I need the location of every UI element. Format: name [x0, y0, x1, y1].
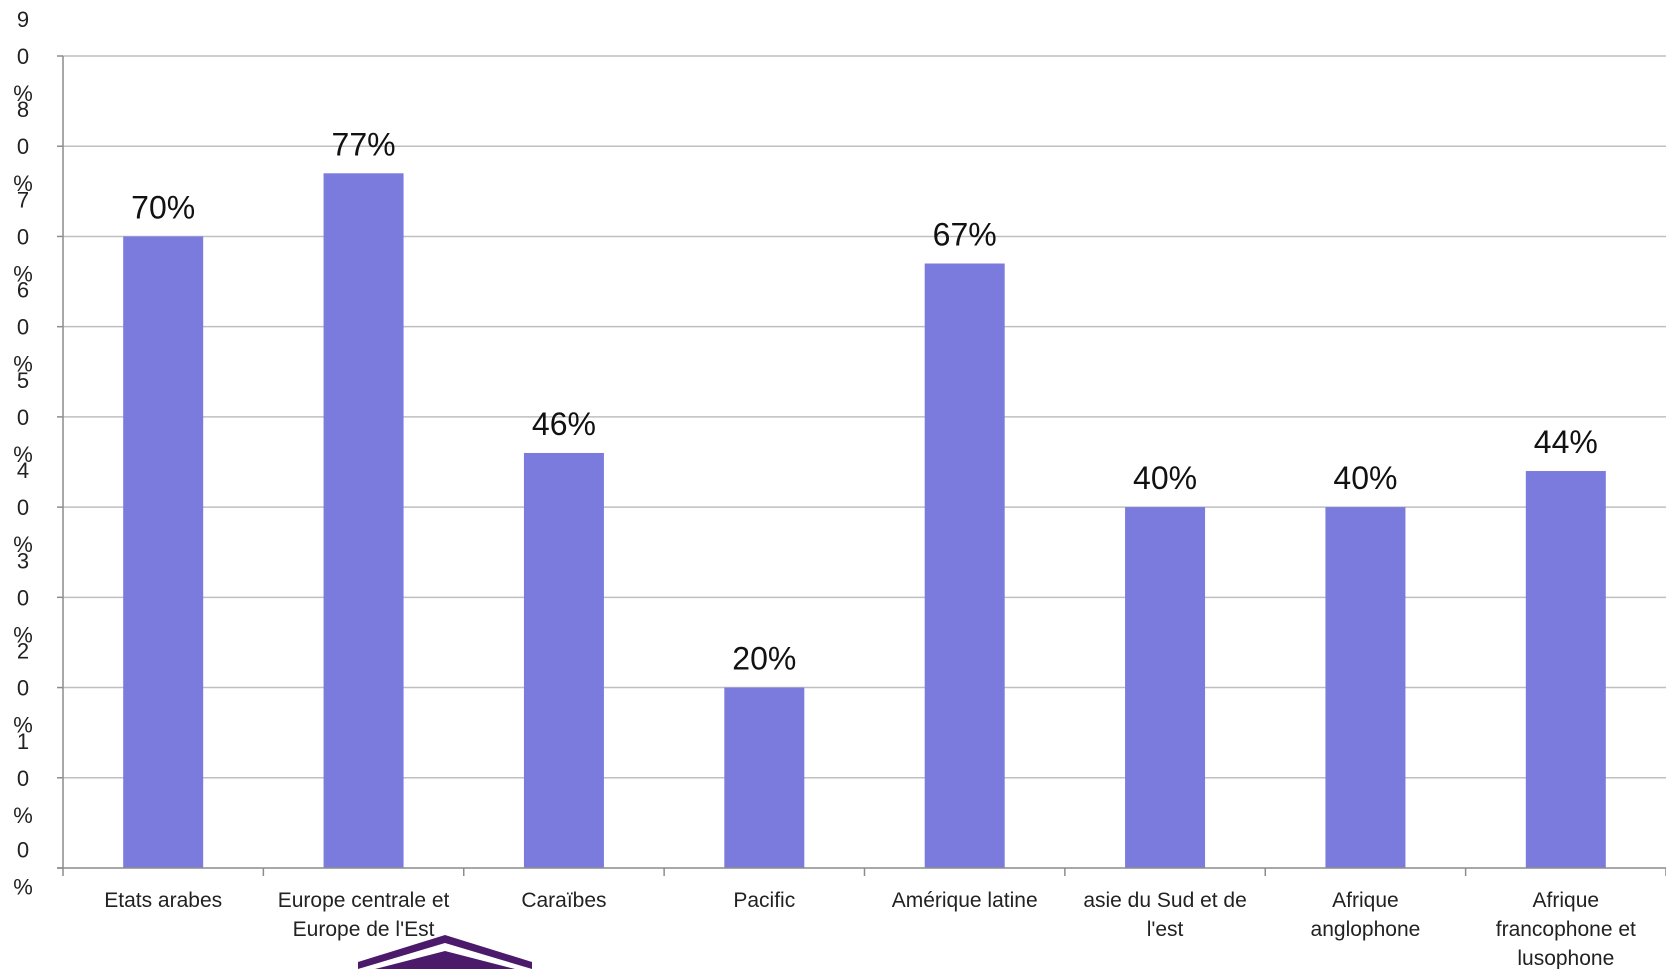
y-tick-label: 5 0% — [13, 368, 33, 467]
x-category-labels: Etats arabes Europe centrale et Europe de … — [104, 889, 1636, 969]
y-tick-labels: 0 % 1 0 %2 0 %3 0 %4 0 %5 0 %6 0 %7 0 %8 0 %9 0% — [13, 7, 33, 900]
bar — [1325, 507, 1406, 868]
y-tick-label: 1 0% — [13, 729, 33, 828]
x-category-label: Pacific — [733, 889, 795, 912]
x-category-label: Afrique francophone et lusophone — [1496, 889, 1636, 969]
bar — [323, 173, 404, 869]
data-label: 20% — [732, 641, 796, 677]
data-label: 67% — [933, 217, 997, 253]
x-category-label: Caraïbes — [521, 889, 606, 912]
x-category-label: asie du Sud et de l'est — [1083, 889, 1246, 941]
logo-chevron-icon — [358, 935, 532, 969]
bar — [523, 452, 604, 868]
y-tick-label: 6 0% — [13, 278, 33, 377]
axes — [57, 55, 1666, 876]
data-label: 44% — [1534, 424, 1598, 460]
bar — [924, 263, 1005, 868]
x-category-label: Afrique anglophone — [1311, 889, 1421, 941]
gridlines — [63, 55, 1666, 779]
y-tick-label: 3 0% — [13, 548, 33, 647]
bars — [123, 173, 1606, 869]
data-label: 46% — [532, 406, 596, 442]
y-tick-label: 2 0% — [13, 639, 33, 738]
x-category-label: Etats arabes — [104, 889, 222, 912]
x-category-label: Amérique latine — [892, 889, 1038, 912]
bar — [1125, 507, 1206, 868]
y-tick-label: 8 0% — [13, 97, 33, 196]
x-category-label: Europe centrale et Europe de l'Est — [278, 889, 450, 941]
bar — [123, 236, 204, 868]
y-tick-label: 4 0% — [13, 458, 33, 557]
logo-chevron-inner — [375, 951, 515, 969]
bar — [724, 687, 805, 868]
y-tick-label: 7 0% — [13, 187, 33, 286]
data-label: 70% — [131, 189, 195, 225]
y-tick-label: 0% — [13, 838, 33, 900]
data-labels: 70% 77% 46% 20% 67% 40% 40% 44% — [131, 126, 1598, 676]
logo-chevron-outer — [358, 935, 532, 969]
data-label: 40% — [1133, 460, 1197, 496]
y-tick-label: 9 0% — [13, 7, 33, 106]
bar — [1525, 471, 1606, 868]
data-label: 77% — [332, 126, 396, 162]
data-label: 40% — [1333, 460, 1397, 496]
